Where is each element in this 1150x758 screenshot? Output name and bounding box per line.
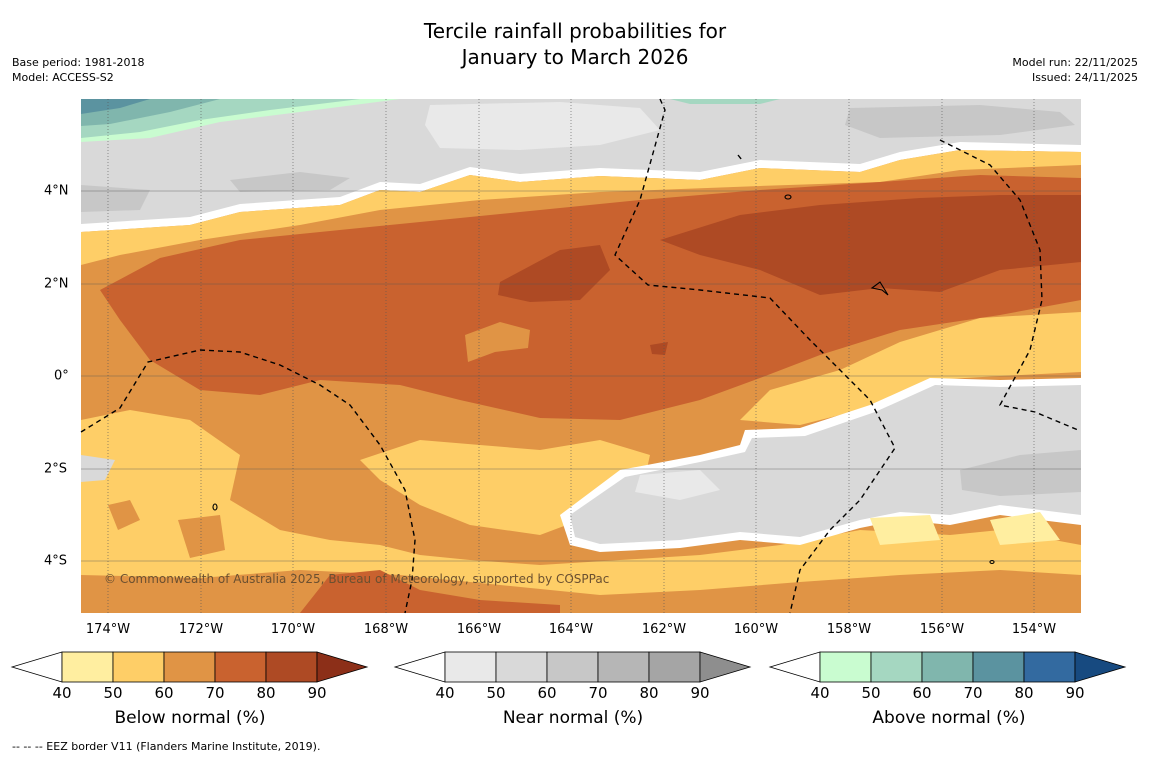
base-period: Base period: 1981-2018 — [12, 56, 145, 69]
lon-label: 172°W — [178, 622, 224, 637]
islands — [212, 194, 995, 565]
lon-label: 160°W — [733, 622, 779, 637]
field-below-40-south — [870, 515, 940, 545]
field-near-40-southeast — [635, 470, 720, 500]
lon-label: 164°W — [548, 622, 594, 637]
field-near-50-southeast — [570, 385, 1081, 544]
near-colorbar-tick: 80 — [639, 684, 659, 702]
above-colorbar-min-arrow — [768, 651, 821, 683]
near-colorbar-tick: 50 — [486, 684, 506, 702]
model-run: Model run: 22/11/2025 — [1012, 56, 1138, 69]
title-line-1: Tercile rainfall probabilities for — [423, 19, 727, 43]
below-colorbar-min-arrow — [10, 651, 63, 683]
below-colorbar-segment — [163, 651, 216, 683]
near-colorbar-segment — [648, 651, 701, 683]
field-below-50-north — [81, 150, 1081, 265]
probability-fields — [81, 99, 1081, 613]
colorbar-title-above: Above normal (%) — [872, 708, 1026, 728]
above-colorbar-tick: 70 — [963, 684, 983, 702]
colorbar-title-below: Below normal (%) — [114, 708, 266, 728]
eez-footnote: -- -- -- EEZ border V11 (Flanders Marine… — [12, 740, 321, 753]
field-below-60-sw2 — [178, 515, 225, 558]
field-near-50-north — [81, 99, 1081, 224]
field-near-60-west — [81, 185, 150, 212]
field-near-60-north — [845, 105, 1075, 138]
below-colorbar-max-arrow — [316, 651, 369, 683]
lat-label: 4°N — [44, 183, 69, 199]
near-colorbar-min-arrow — [393, 651, 446, 683]
field-below-40-southeast — [990, 512, 1060, 545]
below-colorbar-tick: 40 — [52, 684, 72, 702]
lon-label: 168°W — [363, 622, 409, 637]
field-near-50-west — [81, 455, 115, 482]
colorbar-title-near: Near normal (%) — [502, 708, 644, 728]
lon-label: 162°W — [641, 622, 687, 637]
lon-label: 170°W — [270, 622, 316, 637]
field-above-70 — [81, 99, 150, 114]
lat-label: 2°S — [44, 461, 68, 477]
field-below-80-east — [660, 195, 1081, 295]
below-colorbar-segment — [112, 651, 165, 683]
issued-date: Issued: 24/11/2025 — [1031, 71, 1138, 84]
map-title: Tercile rainfall probabilities for Janua… — [0, 18, 1150, 70]
model-info: Base period: 1981-2018 Model: ACCESS-S2 — [12, 55, 144, 85]
field-near-40-north — [425, 102, 660, 150]
above-colorbar-tick: 60 — [912, 684, 932, 702]
near-colorbar-segment — [597, 651, 650, 683]
below-colorbar-tick: 60 — [154, 684, 174, 702]
near-colorbar-segment — [495, 651, 548, 683]
near-colorbar-tick: 40 — [435, 684, 455, 702]
field-above-50-east — [670, 99, 780, 104]
above-colorbar-tick: 90 — [1065, 684, 1085, 702]
below-colorbar-tick: 80 — [256, 684, 276, 702]
near-colorbar-segment — [444, 651, 497, 683]
field-below-50-east — [740, 312, 1081, 425]
below-colorbar-tick: 90 — [307, 684, 327, 702]
lon-label: 154°W — [1011, 622, 1057, 637]
colorbar-legends — [10, 651, 1127, 683]
near-colorbar-segment — [546, 651, 599, 683]
above-colorbar-segment — [921, 651, 974, 683]
below-colorbar-tick: 70 — [205, 684, 225, 702]
near-colorbar-tick: 60 — [537, 684, 557, 702]
lat-label: 2°N — [44, 276, 69, 292]
field-below-80-mid — [498, 245, 610, 302]
lat-label: 4°S — [44, 553, 68, 569]
near-colorbar-max-arrow — [699, 651, 752, 683]
lon-label: 158°W — [826, 622, 872, 637]
run-info: Model run: 22/11/2025 Issued: 24/11/2025 — [1012, 55, 1138, 85]
eez-borders — [80, 98, 1079, 614]
below-colorbar-tick: 50 — [103, 684, 123, 702]
field-near-60-southeast — [960, 450, 1081, 496]
copyright-credit: © Commonwealth of Australia 2025, Bureau… — [104, 572, 610, 586]
above-colorbar-segment — [972, 651, 1025, 683]
near-colorbar-tick: 70 — [588, 684, 608, 702]
lon-label: 156°W — [919, 622, 965, 637]
lat-label: 0° — [54, 368, 69, 384]
model-name: Model: ACCESS-S2 — [12, 71, 114, 84]
lon-label: 174°W — [85, 622, 131, 637]
above-colorbar-segment — [870, 651, 923, 683]
below-colorbar-segment — [265, 651, 318, 683]
field-below-60-patch — [465, 322, 530, 362]
above-colorbar-tick: 40 — [810, 684, 830, 702]
above-colorbar-segment — [819, 651, 872, 683]
below-colorbar-segment — [61, 651, 114, 683]
below-colorbar-segment — [214, 651, 267, 683]
field-below-60-sw1 — [108, 500, 140, 530]
field-below-80-spot — [650, 342, 668, 355]
above-colorbar-segment — [1023, 651, 1076, 683]
grid-lines — [81, 99, 1081, 613]
near-colorbar-tick: 90 — [690, 684, 710, 702]
lon-label: 166°W — [456, 622, 502, 637]
above-colorbar-tick: 50 — [861, 684, 881, 702]
field-below-70-south — [300, 570, 560, 613]
field-near-60-mid — [230, 172, 350, 192]
title-line-2: January to March 2026 — [461, 45, 689, 69]
field-below-50-south — [81, 410, 1081, 613]
above-colorbar-max-arrow — [1074, 651, 1127, 683]
above-colorbar-tick: 80 — [1014, 684, 1034, 702]
